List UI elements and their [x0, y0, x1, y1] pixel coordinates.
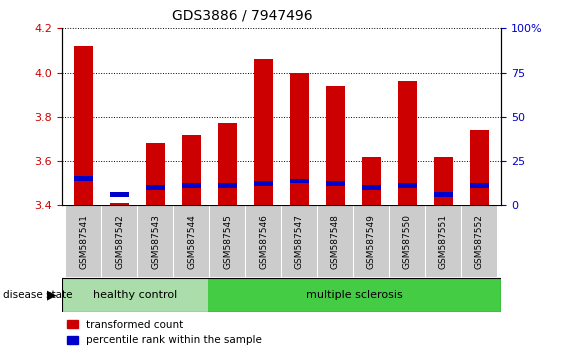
- Text: GSM587546: GSM587546: [259, 214, 268, 269]
- Bar: [74, 176, 93, 181]
- Text: GSM587552: GSM587552: [475, 214, 484, 269]
- Bar: [325, 181, 345, 185]
- FancyBboxPatch shape: [390, 206, 425, 277]
- Text: GSM587544: GSM587544: [187, 214, 196, 269]
- Bar: [470, 130, 489, 205]
- Text: GSM587551: GSM587551: [439, 214, 448, 269]
- FancyBboxPatch shape: [462, 206, 497, 277]
- Bar: [110, 203, 129, 205]
- Bar: [62, 278, 208, 312]
- Text: ▶: ▶: [47, 288, 56, 301]
- Legend: transformed count, percentile rank within the sample: transformed count, percentile rank withi…: [67, 320, 262, 345]
- Bar: [74, 46, 93, 205]
- Text: GSM587543: GSM587543: [151, 214, 160, 269]
- Bar: [218, 124, 238, 205]
- Bar: [182, 135, 202, 205]
- Bar: [434, 192, 453, 197]
- Bar: [361, 156, 381, 205]
- Bar: [146, 185, 166, 190]
- Bar: [182, 183, 202, 188]
- Bar: [208, 278, 501, 312]
- Bar: [434, 156, 453, 205]
- Text: GSM587542: GSM587542: [115, 214, 124, 269]
- Text: GSM587548: GSM587548: [331, 214, 340, 269]
- Bar: [289, 73, 310, 205]
- Text: GSM587541: GSM587541: [79, 214, 88, 269]
- FancyBboxPatch shape: [66, 206, 101, 277]
- Bar: [289, 178, 310, 183]
- Bar: [361, 185, 381, 190]
- Bar: [325, 86, 345, 205]
- FancyBboxPatch shape: [174, 206, 209, 277]
- Bar: [470, 183, 489, 188]
- Text: healthy control: healthy control: [93, 290, 177, 300]
- Text: GSM587545: GSM587545: [223, 214, 232, 269]
- Text: GSM587549: GSM587549: [367, 214, 376, 269]
- FancyBboxPatch shape: [138, 206, 173, 277]
- Text: GDS3886 / 7947496: GDS3886 / 7947496: [172, 9, 312, 23]
- Text: GSM587547: GSM587547: [295, 214, 304, 269]
- Bar: [110, 192, 129, 197]
- FancyBboxPatch shape: [318, 206, 353, 277]
- FancyBboxPatch shape: [354, 206, 389, 277]
- FancyBboxPatch shape: [426, 206, 461, 277]
- Bar: [253, 181, 274, 185]
- Text: multiple sclerosis: multiple sclerosis: [306, 290, 403, 300]
- Bar: [146, 143, 166, 205]
- FancyBboxPatch shape: [210, 206, 245, 277]
- FancyBboxPatch shape: [102, 206, 137, 277]
- Bar: [397, 183, 417, 188]
- Text: GSM587550: GSM587550: [403, 214, 412, 269]
- Bar: [397, 81, 417, 205]
- Text: disease state: disease state: [3, 290, 72, 300]
- FancyBboxPatch shape: [282, 206, 317, 277]
- Bar: [253, 59, 274, 205]
- FancyBboxPatch shape: [246, 206, 281, 277]
- Bar: [218, 183, 238, 188]
